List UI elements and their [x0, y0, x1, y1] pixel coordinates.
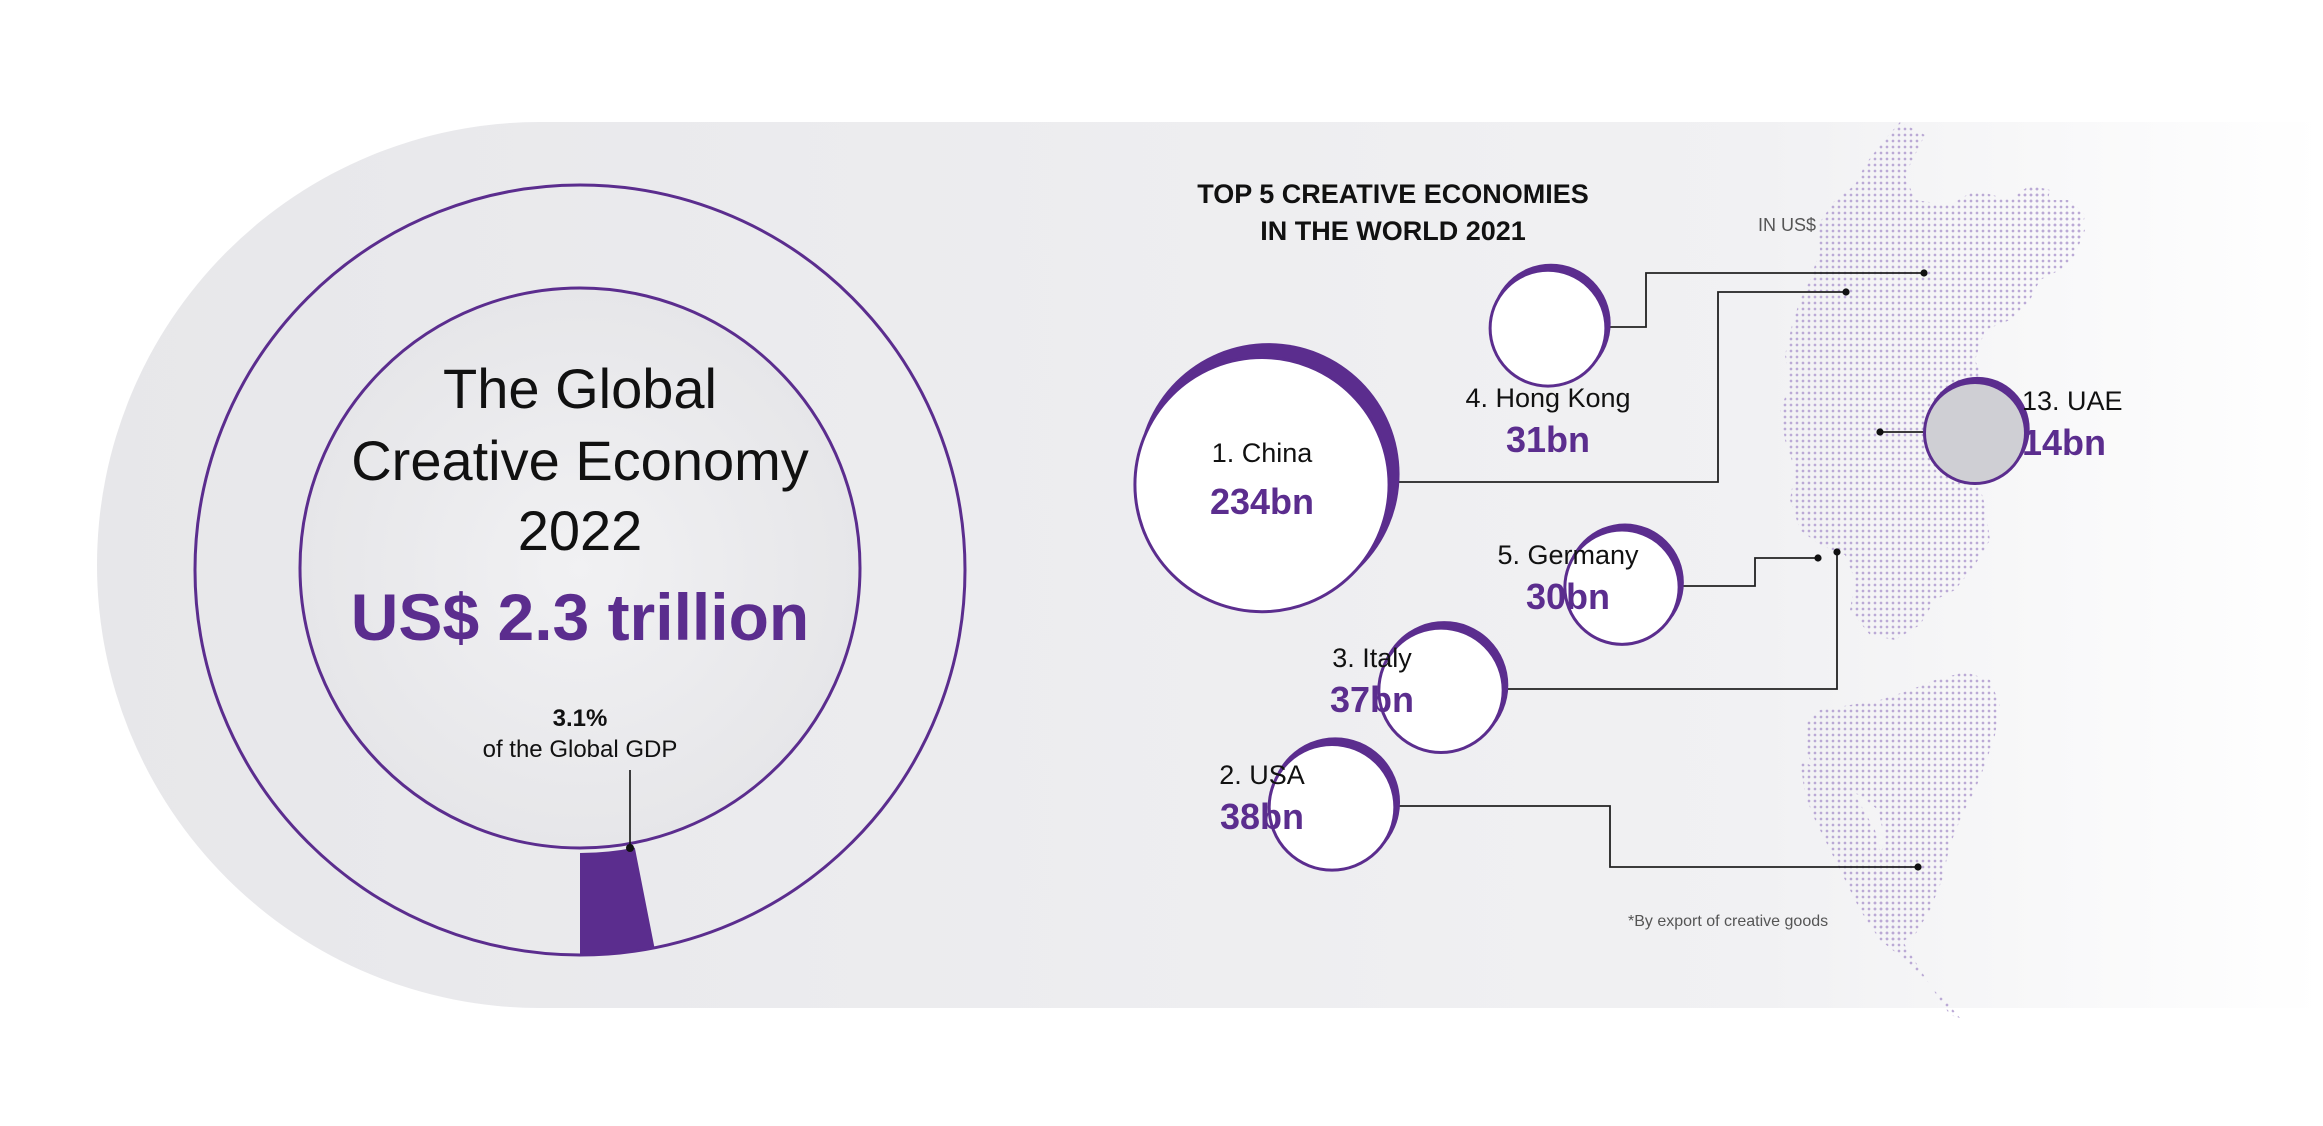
ranking-title-line1: TOP 5 CREATIVE ECONOMIES: [1197, 179, 1589, 209]
map-eurasia-shape: [1780, 122, 2085, 640]
bubble-italy: [1377, 626, 1505, 754]
connector-dot-china: [1842, 288, 1850, 296]
headline-year: 2022: [518, 499, 643, 562]
bubble-value-china: 234bn: [1210, 481, 1314, 522]
bubble-value-uae: 14bn: [2022, 422, 2106, 463]
bubble-china: [1133, 356, 1391, 614]
bubble-value-usa: 38bn: [1220, 796, 1304, 837]
gdp-share-value: 3.1%: [553, 705, 608, 732]
bubble-label-hong-kong: 4. Hong Kong: [1465, 383, 1630, 413]
headline-line1: The Global: [443, 357, 717, 420]
connector-dot-uae: [1876, 428, 1884, 436]
bubble-label-usa: 2. USA: [1219, 760, 1305, 790]
bubble-value-germany: 30bn: [1526, 576, 1610, 617]
headline-amount: US$ 2.3 trillion: [351, 580, 809, 654]
bubble-uae: [1923, 381, 2027, 486]
headline-line2: Creative Economy: [351, 429, 809, 492]
inner-circle: [298, 286, 862, 850]
connector-italy: [1496, 552, 1838, 690]
unit-note: IN US$: [1758, 215, 1816, 235]
map-east-fringe-shape: [2020, 188, 2085, 250]
bubble-label-germany: 5. Germany: [1497, 540, 1639, 570]
bubble-label-china: 1. China: [1212, 438, 1314, 468]
connector-dot-germany: [1814, 554, 1822, 562]
gdp-leader-dot: [626, 844, 634, 852]
country-bubbles: 1. China 234bn 2. USA 38bn 3. Italy 37bn 4. Ho…: [1133, 263, 2123, 872]
ranking-title-line2: IN THE WORLD 2021: [1260, 216, 1526, 246]
gdp-share-slice: [580, 847, 655, 954]
bubble-label-uae: 13. UAE: [2022, 386, 2123, 416]
connector-dot-hong-kong: [1920, 269, 1928, 277]
connector-hong-kong: [1596, 272, 1924, 328]
outer-ring: [193, 183, 967, 957]
connector-dot-italy: [1833, 548, 1841, 556]
bubble-usa: [1267, 742, 1397, 872]
bubble-hong-kong: [1488, 268, 1608, 388]
map-africa-shape: [1805, 672, 2000, 945]
map-southern-shape: [1800, 760, 1960, 1018]
connector-dots: [1814, 269, 1928, 871]
connector-china: [1398, 291, 1846, 483]
bubble-germany: [1563, 528, 1681, 646]
bubble-value-italy: 37bn: [1330, 679, 1414, 720]
connector-lines: [1388, 272, 1952, 868]
gdp-share-label: of the Global GDP: [483, 736, 678, 763]
bubble-value-hong-kong: 31bn: [1506, 419, 1590, 460]
bubble-label-italy: 3. Italy: [1332, 643, 1412, 673]
connector-dot-usa: [1914, 863, 1922, 871]
footnote: *By export of creative goods: [1628, 913, 1828, 930]
connector-usa: [1388, 805, 1918, 868]
connector-germany: [1668, 557, 1818, 587]
world-map-dots: [1780, 122, 2085, 1018]
